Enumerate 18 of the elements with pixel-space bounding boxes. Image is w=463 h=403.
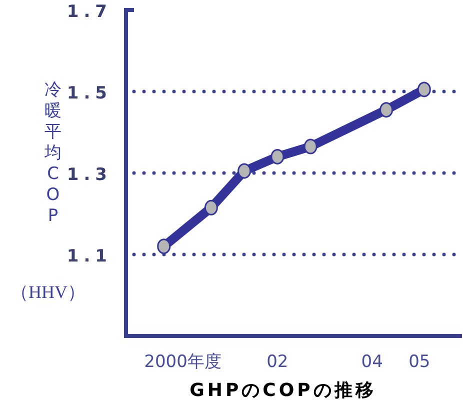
point bbox=[238, 163, 252, 179]
point bbox=[304, 138, 318, 154]
point bbox=[380, 102, 394, 118]
text: GHPのCOPの推移 bbox=[190, 380, 376, 401]
x-tick-label: 04 bbox=[361, 352, 383, 372]
point bbox=[157, 238, 171, 254]
y-tick-label: 1.1 bbox=[66, 246, 112, 266]
text: （HHV） bbox=[10, 282, 86, 302]
y-tick-label: 1.3 bbox=[66, 165, 112, 185]
point bbox=[204, 200, 218, 216]
x-tick-label: 02 bbox=[266, 352, 288, 372]
y-tick-label: 1.5 bbox=[66, 84, 112, 104]
point bbox=[417, 82, 431, 98]
point bbox=[270, 148, 284, 164]
y-tick-label: 1.7 bbox=[66, 2, 112, 22]
y-axis-title: 冷暖平均COP bbox=[44, 80, 62, 226]
x-tick-label: 2000年度 bbox=[144, 352, 222, 372]
x-tick-label: 05 bbox=[408, 352, 430, 372]
